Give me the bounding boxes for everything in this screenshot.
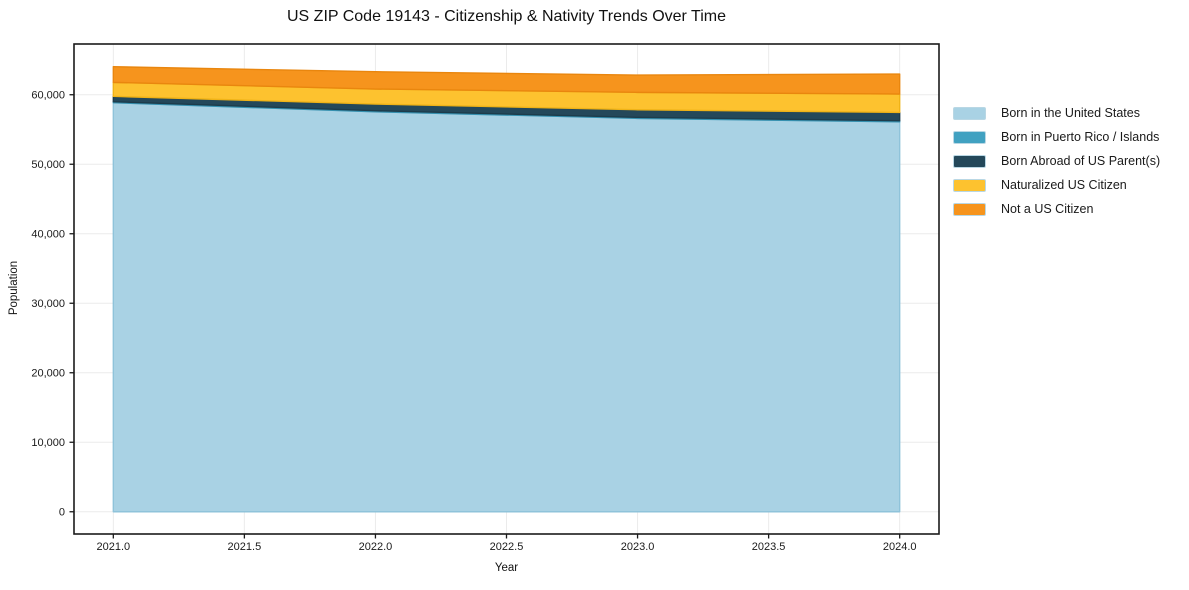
legend-label: Born in Puerto Rico / Islands <box>1001 130 1160 144</box>
y-tick-label: 10,000 <box>31 437 65 449</box>
y-tick-label: 40,000 <box>31 228 65 240</box>
legend-item: Not a US Citizen <box>953 197 1160 221</box>
legend-label: Naturalized US Citizen <box>1001 178 1127 192</box>
x-tick-label: 2022.0 <box>359 541 393 553</box>
area-series-0 <box>112 102 901 513</box>
y-axis-label: Population <box>8 260 20 316</box>
legend-label: Born in the United States <box>1001 106 1140 120</box>
legend-label: Born Abroad of US Parent(s) <box>1001 154 1161 168</box>
x-tick-label: 2022.5 <box>490 541 524 553</box>
legend-swatch <box>953 202 986 216</box>
y-tick-label: 20,000 <box>31 367 65 379</box>
area-series-4 <box>112 66 901 95</box>
x-tick-label: 2023.5 <box>752 541 786 553</box>
x-axis-label: Year <box>494 562 519 574</box>
y-tick-label: 0 <box>59 506 65 518</box>
legend-label: Not a US Citizen <box>1001 202 1094 216</box>
legend-swatch <box>953 154 986 168</box>
legend-item: Born in Puerto Rico / Islands <box>953 125 1160 149</box>
x-tick-label: 2021.0 <box>96 541 130 553</box>
legend: Born in the United States Born in Puerto … <box>953 101 1160 221</box>
x-tick-label: 2023.0 <box>621 541 655 553</box>
y-tick-label: 60,000 <box>31 89 65 101</box>
legend-item: Naturalized US Citizen <box>953 173 1160 197</box>
y-tick-label: 50,000 <box>31 159 65 171</box>
x-tick-label: 2021.5 <box>228 541 262 553</box>
x-tick-label: 2024.0 <box>883 541 917 553</box>
y-tick-label: 30,000 <box>31 298 65 310</box>
legend-item: Born Abroad of US Parent(s) <box>953 149 1160 173</box>
legend-swatch <box>953 178 986 192</box>
legend-item: Born in the United States <box>953 101 1160 125</box>
legend-swatch <box>953 106 986 120</box>
legend-swatch <box>953 130 986 144</box>
chart-title: US ZIP Code 19143 - Citizenship & Nativi… <box>287 8 726 25</box>
